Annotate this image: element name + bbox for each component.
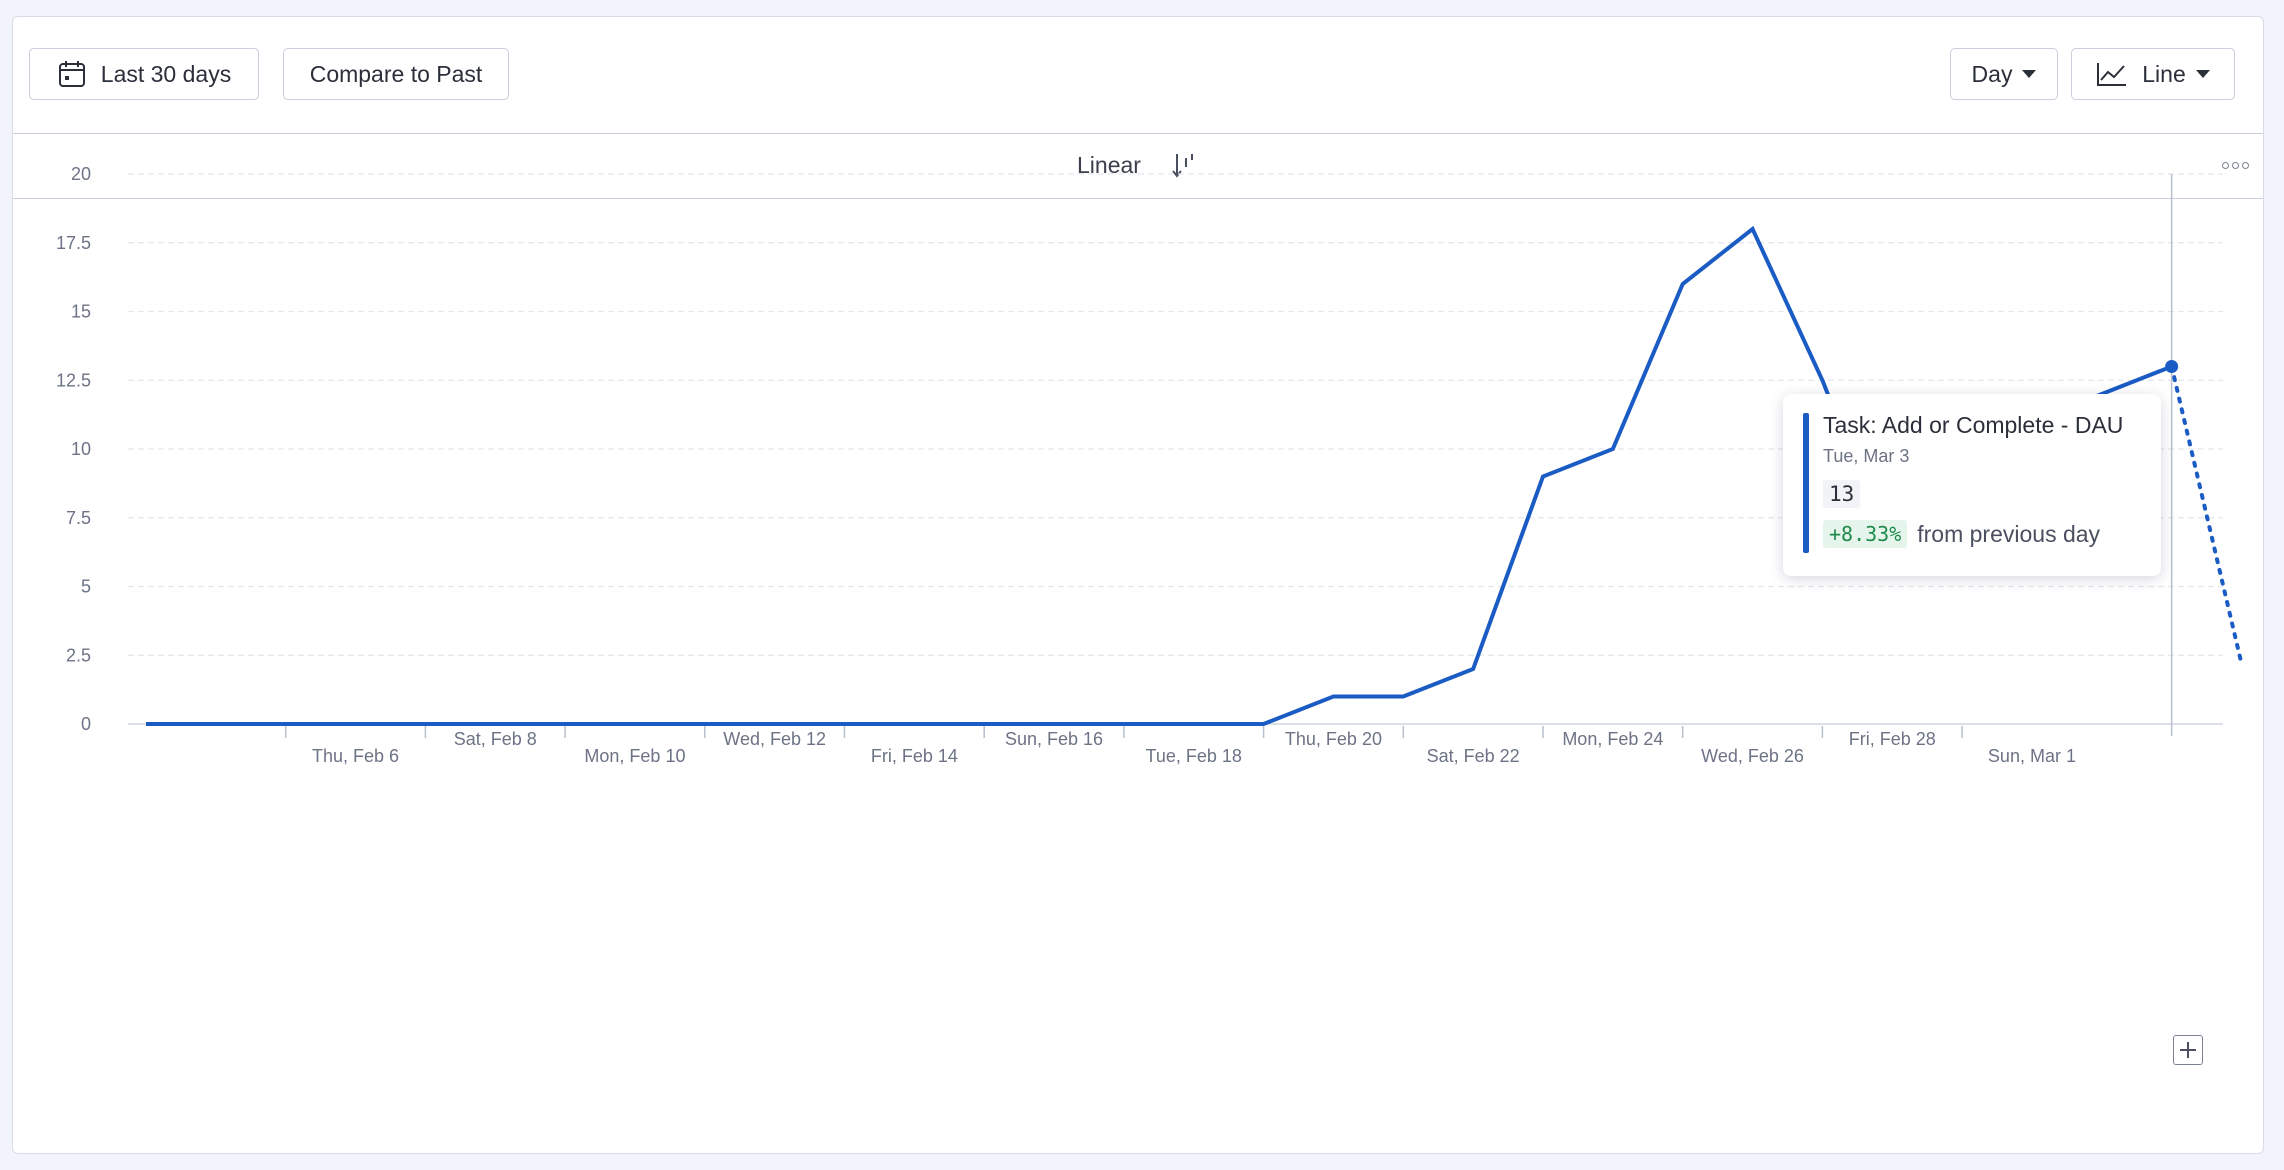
sort-icon[interactable] xyxy=(1169,150,1199,185)
line-chart-icon xyxy=(2096,61,2128,87)
calendar-icon xyxy=(57,59,87,89)
x-tick-label: Mon, Feb 24 xyxy=(1562,729,1663,749)
chart-type-label: Line xyxy=(2142,60,2186,87)
interval-label: Day xyxy=(1971,60,2013,87)
chevron-down-icon xyxy=(2195,70,2210,78)
series-color-bar xyxy=(1803,413,1809,553)
compare-to-past-button[interactable]: Compare to Past xyxy=(283,48,509,100)
line-chart: 0 2.5 5 7.5 10 12.5 15 17.5 20 Thu, Feb 6 Sat, Feb… xyxy=(56,164,2244,766)
chevron-down-icon xyxy=(2022,70,2037,78)
x-tick-label: Sun, Feb 16 xyxy=(1005,729,1103,749)
tooltip-change: +8.33% xyxy=(1823,520,1908,548)
compare-label: Compare to Past xyxy=(309,60,483,87)
chart-options-bar: Linear xyxy=(13,133,2263,199)
y-tick-label: 10 xyxy=(71,439,91,459)
x-tick-label: Fri, Feb 14 xyxy=(871,746,958,766)
x-tick-label: Thu, Feb 6 xyxy=(312,746,399,766)
x-tick-label: Sun, Mar 1 xyxy=(1988,746,2076,766)
y-tick-label: 7.5 xyxy=(66,508,91,528)
chart-type-dropdown[interactable]: Line xyxy=(2071,48,2235,100)
date-range-label: Last 30 days xyxy=(100,60,232,87)
y-tick-label: 2.5 xyxy=(66,645,91,665)
x-tick-label: Sat, Feb 22 xyxy=(1427,746,1520,766)
x-tick-label: Thu, Feb 20 xyxy=(1285,729,1382,749)
report-card: Last 30 days Compare to Past Day Line Li… xyxy=(12,16,2264,1154)
data-tooltip: Task: Add or Complete - DAU Tue, Mar 3 1… xyxy=(1783,394,2161,576)
tooltip-value: 13 xyxy=(1823,480,1861,508)
x-tick-label: Fri, Feb 28 xyxy=(1849,729,1936,749)
more-options-icon[interactable] xyxy=(2222,162,2249,169)
add-annotation-button[interactable] xyxy=(2173,1035,2203,1065)
x-tick-label: Mon, Feb 10 xyxy=(584,746,685,766)
series-line-partial xyxy=(2169,364,2244,666)
toolbar: Last 30 days Compare to Past Day Line xyxy=(13,17,2263,133)
x-tick-label: Tue, Feb 18 xyxy=(1146,746,1242,766)
y-tick-label: 20 xyxy=(71,164,91,184)
highlighted-point xyxy=(2165,360,2179,373)
tooltip-change-label: from previous day xyxy=(1917,520,2101,547)
x-tick-label: Sat, Feb 8 xyxy=(454,729,537,749)
tooltip-title: Task: Add or Complete - DAU xyxy=(1823,412,2124,438)
interval-dropdown[interactable]: Day xyxy=(1950,48,2058,100)
y-tick-label: 12.5 xyxy=(56,370,91,390)
y-tick-label: 0 xyxy=(81,714,91,734)
y-tick-label: 15 xyxy=(71,302,91,322)
y-tick-label: 17.5 xyxy=(56,233,91,253)
tooltip-date: Tue, Mar 3 xyxy=(1823,446,1910,466)
tooltip-change-row: +8.33% from previous day xyxy=(1823,520,2100,548)
y-tick-label: 5 xyxy=(81,577,91,597)
date-range-button[interactable]: Last 30 days xyxy=(29,48,259,100)
x-tick-label: Wed, Feb 12 xyxy=(723,729,826,749)
x-tick-label: Wed, Feb 26 xyxy=(1701,746,1804,766)
